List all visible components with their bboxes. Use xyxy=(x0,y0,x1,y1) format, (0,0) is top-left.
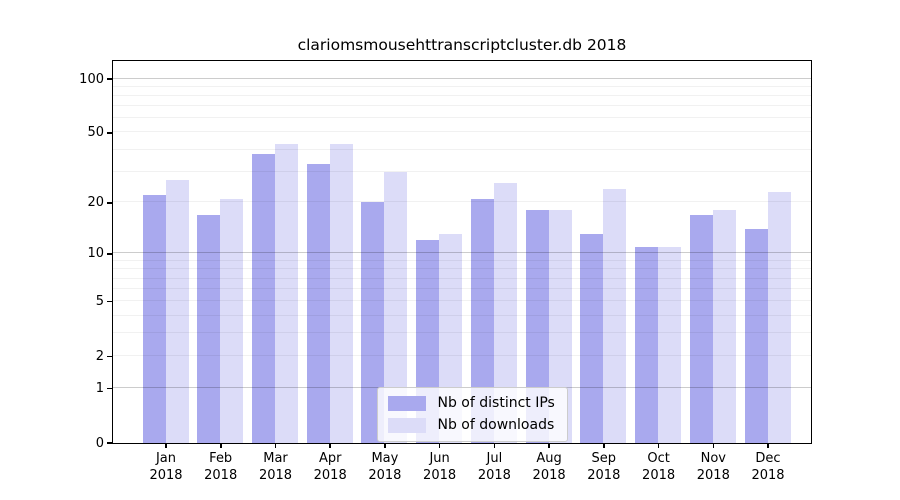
gridline xyxy=(112,354,811,356)
chart-title: clariomsmousehttranscriptcluster.db 2018 xyxy=(297,36,627,54)
x-axis-tick-label: Nov 2018 xyxy=(696,451,730,483)
x-tick-mark xyxy=(603,443,605,448)
bar-nov-downloads xyxy=(712,210,736,443)
y-tick-mark xyxy=(107,132,113,134)
x-axis-tick-label: Aug 2018 xyxy=(532,451,566,483)
y-tick-mark xyxy=(107,387,113,390)
gridline xyxy=(112,314,811,316)
y-axis-tick-label: 100 xyxy=(79,71,104,87)
y-tick-mark xyxy=(107,442,113,444)
bar-oct-ips xyxy=(635,246,659,443)
bar-oct-downloads xyxy=(658,246,682,443)
x-axis-tick-label: Jan 2018 xyxy=(149,451,183,483)
gridline xyxy=(112,170,811,172)
bar-jul-downloads xyxy=(493,182,517,443)
legend-label-downloads: Nb of downloads xyxy=(437,416,555,433)
bar-mar-ips xyxy=(252,153,275,443)
bar-nov-ips xyxy=(689,214,713,443)
gridline xyxy=(112,201,811,203)
bar-dec-ips xyxy=(744,228,768,443)
gridline xyxy=(112,259,811,261)
gridline xyxy=(112,105,811,107)
y-tick-mark xyxy=(107,78,113,80)
x-axis-tick-label: Apr 2018 xyxy=(313,451,347,483)
legend-row-distinct-ips: Nb of distinct IPs xyxy=(387,394,555,412)
gridline xyxy=(112,148,811,150)
gridline xyxy=(112,288,811,289)
plot-area: Nb of distinct IPs Nb of downloads xyxy=(111,59,812,444)
gridline xyxy=(112,117,811,119)
bar-mar-downloads xyxy=(275,144,298,443)
y-axis-tick-label: 20 xyxy=(87,195,104,211)
x-axis-tick-label: May 2018 xyxy=(368,451,402,483)
gridline xyxy=(112,85,811,87)
bar-apr-ips xyxy=(306,164,330,443)
y-axis-tick-label: 10 xyxy=(87,246,104,262)
y-tick-mark xyxy=(107,355,113,358)
bar-feb-ips xyxy=(197,214,221,443)
bar-dec-downloads xyxy=(767,191,791,443)
x-axis-tick-label: Jul 2018 xyxy=(477,451,511,483)
x-tick-mark xyxy=(438,443,441,448)
x-tick-mark xyxy=(493,443,496,448)
y-axis-tick-label: 2 xyxy=(95,348,104,364)
x-axis-tick-label: Mar 2018 xyxy=(258,451,293,483)
bar-sep-downloads xyxy=(603,188,627,443)
bar-sep-ips xyxy=(580,234,604,443)
bar-aug-ips xyxy=(525,210,549,443)
bar-may-ips xyxy=(361,202,385,443)
bar-feb-downloads xyxy=(220,198,244,443)
y-axis-tick-label: 5 xyxy=(95,294,104,310)
x-tick-mark xyxy=(329,443,331,448)
x-tick-mark xyxy=(220,443,222,448)
bar-apr-downloads xyxy=(329,144,353,443)
gridline xyxy=(112,252,811,254)
x-tick-mark xyxy=(657,443,660,448)
x-tick-mark xyxy=(384,443,386,448)
y-tick-mark xyxy=(107,202,113,204)
gridline xyxy=(112,94,811,96)
gridline xyxy=(112,332,811,334)
y-axis-tick-label: 0 xyxy=(95,435,104,451)
gridline xyxy=(112,268,811,270)
x-axis-tick-label: Feb 2018 xyxy=(204,451,238,483)
x-axis-tick-label: Jun 2018 xyxy=(423,451,457,483)
y-axis-tick-label: 1 xyxy=(95,380,104,396)
bar-jan-ips xyxy=(142,195,166,443)
bar-may-downloads xyxy=(384,171,408,443)
bar-aug-downloads xyxy=(548,210,572,443)
legend: Nb of distinct IPs Nb of downloads xyxy=(376,386,568,442)
x-tick-mark xyxy=(712,443,714,448)
x-axis-tick-label: Sep 2018 xyxy=(587,451,621,483)
legend-row-downloads: Nb of downloads xyxy=(387,416,555,434)
y-tick-mark xyxy=(107,300,113,303)
bar-jan-downloads xyxy=(165,179,189,443)
legend-swatch-distinct-ips xyxy=(387,395,426,411)
legend-label-distinct-ips: Nb of distinct IPs xyxy=(437,394,555,411)
gridline xyxy=(112,277,811,279)
bar-jul-ips xyxy=(470,198,494,443)
x-tick-mark xyxy=(548,443,550,448)
gridline xyxy=(112,300,811,302)
x-tick-mark xyxy=(165,443,167,448)
gridline xyxy=(112,131,811,133)
x-tick-mark xyxy=(274,443,277,448)
legend-swatch-downloads xyxy=(387,417,426,433)
gridline xyxy=(112,77,811,79)
x-axis-tick-label: Oct 2018 xyxy=(642,451,676,483)
y-tick-mark xyxy=(107,253,113,255)
x-axis-tick-label: Dec 2018 xyxy=(751,451,785,483)
x-tick-mark xyxy=(767,443,769,448)
y-axis-tick-label: 50 xyxy=(87,125,104,141)
